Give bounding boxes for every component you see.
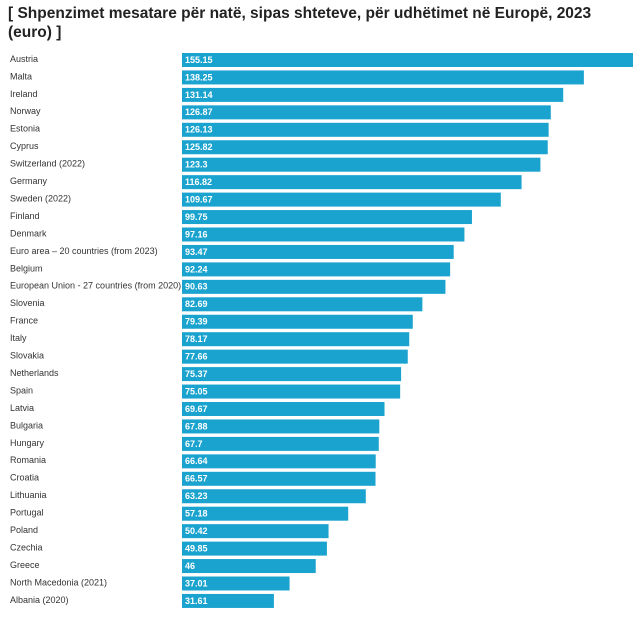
bar	[182, 593, 274, 608]
category-label: Croatia	[10, 473, 39, 483]
category-label: Switzerland (2022)	[10, 159, 85, 169]
category-label: Romania	[10, 455, 46, 465]
data-label: 63.23	[185, 491, 208, 501]
category-label: Poland	[10, 525, 38, 535]
bar	[182, 87, 564, 102]
bar	[182, 332, 410, 347]
category-label: Albania (2020)	[10, 595, 69, 605]
category-label: Spain	[10, 385, 33, 395]
bar	[182, 541, 327, 556]
bar	[182, 297, 423, 312]
category-label: Slovenia	[10, 298, 45, 308]
category-label: Cyprus	[10, 141, 39, 151]
data-label: 67.88	[185, 421, 208, 431]
data-label: 109.67	[185, 194, 213, 204]
data-label: 78.17	[185, 334, 208, 344]
data-label: 75.05	[185, 386, 208, 396]
bar	[182, 489, 366, 504]
bar	[182, 244, 454, 259]
bar	[182, 105, 551, 120]
category-label: Greece	[10, 560, 40, 570]
bar	[182, 436, 379, 451]
bar	[182, 192, 501, 207]
bar	[182, 419, 380, 434]
data-label: 126.87	[185, 107, 213, 117]
data-label: 90.63	[185, 282, 208, 292]
category-label: Denmark	[10, 228, 47, 238]
category-label: Lithuania	[10, 490, 47, 500]
data-label: 82.69	[185, 299, 208, 309]
data-label: 126.13	[185, 125, 213, 135]
data-label: 116.82	[185, 177, 212, 187]
bar	[182, 70, 584, 85]
data-label: 37.01	[185, 578, 208, 588]
data-label: 155.15	[185, 55, 213, 65]
category-label: Czechia	[10, 542, 43, 552]
data-label: 97.16	[185, 229, 208, 239]
bar	[182, 524, 329, 539]
bar	[182, 227, 465, 242]
data-label: 99.75	[185, 212, 208, 222]
bar	[182, 454, 376, 469]
bar	[182, 314, 413, 329]
category-label: Austria	[10, 54, 38, 64]
bar	[182, 157, 541, 172]
data-label: 77.66	[185, 352, 208, 362]
data-label: 69.67	[185, 404, 208, 414]
bar	[182, 279, 446, 294]
data-label: 49.85	[185, 543, 208, 553]
category-label: Euro area – 20 countries (from 2023)	[10, 246, 158, 256]
bar	[182, 576, 290, 591]
category-label: Italy	[10, 333, 27, 343]
bar	[182, 53, 633, 67]
category-label: France	[10, 316, 38, 326]
bar	[182, 175, 522, 190]
data-label: 66.57	[185, 474, 208, 484]
data-label: 67.7	[185, 439, 203, 449]
bar	[182, 122, 549, 137]
data-label: 57.18	[185, 509, 208, 519]
data-label: 93.47	[185, 247, 208, 257]
data-label: 123.3	[185, 160, 208, 170]
category-label: Malta	[10, 71, 32, 81]
data-label: 92.24	[185, 264, 208, 274]
bar	[182, 349, 408, 364]
data-label: 50.42	[185, 526, 208, 536]
category-label: Latvia	[10, 403, 34, 413]
category-label: Estonia	[10, 124, 40, 134]
bar	[182, 140, 548, 155]
data-label: 125.82	[185, 142, 213, 152]
category-label: Portugal	[10, 508, 44, 518]
category-label: Ireland	[10, 89, 38, 99]
bar	[182, 384, 401, 399]
data-label: 66.64	[185, 456, 208, 466]
category-label: Germany	[10, 176, 48, 186]
bar	[182, 262, 451, 277]
bar	[182, 471, 376, 486]
category-label: European Union - 27 countries (from 2020…	[10, 281, 181, 291]
bar	[182, 402, 385, 416]
category-label: Slovakia	[10, 351, 44, 361]
category-label: Bulgaria	[10, 420, 43, 430]
data-label: 31.61	[185, 596, 208, 606]
category-label: North Macedonia (2021)	[10, 577, 107, 587]
data-label: 79.39	[185, 317, 208, 327]
category-label: Sweden (2022)	[10, 193, 71, 203]
category-label: Finland	[10, 211, 40, 221]
data-label: 75.37	[185, 369, 208, 379]
category-label: Belgium	[10, 263, 43, 273]
category-label: Hungary	[10, 438, 45, 448]
bar	[182, 506, 349, 521]
bar	[182, 559, 316, 574]
bar	[182, 210, 472, 225]
bar	[182, 367, 402, 382]
data-label: 131.14	[185, 90, 213, 100]
chart-title: [ Shpenzimet mesatare për natë, sipas sh…	[8, 5, 592, 41]
data-label: 46	[185, 561, 195, 571]
category-label: Netherlands	[10, 368, 59, 378]
category-label: Norway	[10, 106, 41, 116]
data-label: 138.25	[185, 72, 213, 82]
